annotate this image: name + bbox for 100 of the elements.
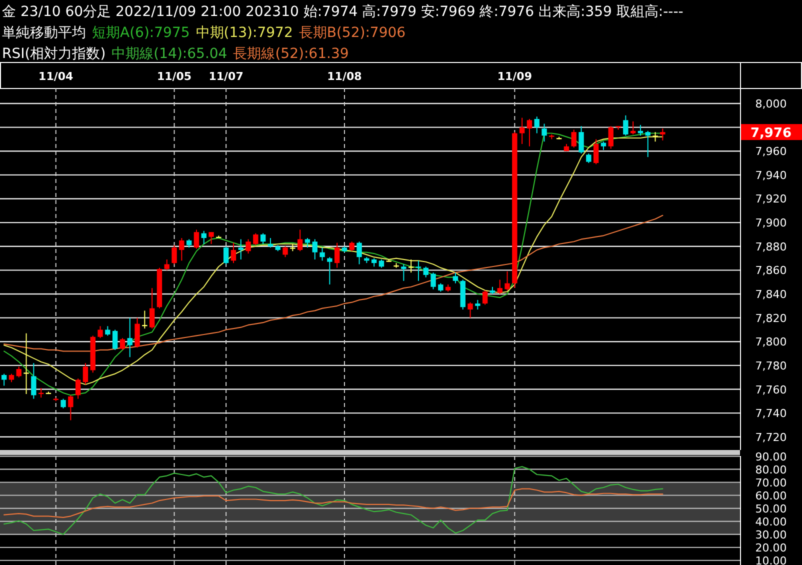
y-tick-label: 80.00 bbox=[755, 463, 787, 476]
text: 7,976 bbox=[750, 126, 792, 142]
y-tick-label: 7,920 bbox=[755, 192, 787, 206]
candlestick bbox=[230, 242, 236, 264]
candlestick bbox=[327, 256, 332, 285]
candlestick bbox=[24, 332, 29, 395]
candlestick bbox=[134, 317, 140, 348]
candlestick bbox=[482, 290, 488, 306]
x-tick-label: 11/05 bbox=[156, 70, 192, 83]
candlestick bbox=[1, 373, 7, 386]
y-tick-label: 7,840 bbox=[755, 288, 787, 302]
candlestick bbox=[201, 230, 206, 244]
candlestick bbox=[127, 317, 132, 358]
y-tick-label: 8,000 bbox=[755, 97, 787, 110]
candlestick bbox=[423, 266, 428, 278]
y-tick-label: 70.00 bbox=[755, 476, 787, 490]
candlestick bbox=[571, 129, 576, 148]
candlestick bbox=[82, 362, 88, 386]
y-tick-label: 7,820 bbox=[755, 312, 787, 325]
candlestick bbox=[593, 138, 599, 165]
y-tick-label: 7,740 bbox=[755, 407, 787, 420]
candlestick bbox=[75, 378, 81, 400]
candlestick bbox=[282, 246, 288, 258]
candlestick bbox=[356, 241, 362, 265]
candlestick bbox=[586, 152, 592, 164]
candlestick bbox=[60, 398, 66, 409]
candlestick bbox=[660, 128, 666, 141]
candlestick bbox=[304, 238, 310, 248]
y-tick-label: 30.00 bbox=[755, 528, 787, 542]
chart-title: 金 23/10 60分足 2022/11/09 21:00 202310 始:7974 高:7979 安:7969 終:7976 出来高:359 取組高:---- bbox=[2, 4, 684, 20]
y-tick-label: 7,800 bbox=[755, 336, 787, 349]
candlestick bbox=[430, 272, 436, 290]
candlestick bbox=[623, 114, 628, 136]
candlestick bbox=[519, 117, 525, 144]
candlestick bbox=[652, 132, 658, 142]
x-tick-label: 11/08 bbox=[327, 70, 362, 83]
y-tick-label: 90.00 bbox=[755, 450, 787, 464]
candlestick bbox=[408, 258, 414, 274]
candlestick bbox=[120, 338, 126, 350]
candlestick bbox=[112, 329, 118, 350]
legend-title: 単純移動平均 bbox=[2, 25, 86, 41]
y-tick-label: 7,780 bbox=[755, 359, 787, 372]
candlestick bbox=[246, 238, 251, 254]
y-tick-label: 7,940 bbox=[755, 168, 787, 182]
y-tick-label: 10.00 bbox=[755, 554, 787, 565]
candlestick bbox=[105, 326, 110, 336]
candlestick bbox=[98, 326, 103, 339]
text: 長期線(52):61.39 bbox=[233, 46, 349, 62]
candlestick bbox=[297, 229, 303, 252]
candlestick bbox=[149, 288, 155, 330]
candlestick bbox=[645, 130, 650, 158]
text: 中期(13):7972 bbox=[196, 25, 293, 41]
candlestick bbox=[401, 264, 406, 282]
y-tick-label: 7,760 bbox=[755, 383, 787, 396]
candlestick bbox=[416, 260, 422, 282]
text: 長期B(52):7906 bbox=[298, 25, 406, 41]
candlestick bbox=[194, 229, 200, 250]
x-tick-label: 11/09 bbox=[497, 70, 532, 83]
line-series bbox=[4, 466, 664, 535]
candlestick bbox=[578, 126, 584, 154]
text: 中期線(14):65.04 bbox=[112, 46, 228, 62]
y-tick-label: 60.00 bbox=[755, 489, 787, 502]
candlestick bbox=[542, 123, 547, 142]
candlestick bbox=[312, 238, 318, 260]
candlestick bbox=[475, 299, 480, 310]
candlestick bbox=[534, 116, 540, 134]
candlestick bbox=[16, 366, 22, 378]
y-tick-label: 50.00 bbox=[755, 502, 787, 516]
candlestick bbox=[638, 124, 644, 136]
x-tick-label: 11/07 bbox=[208, 70, 244, 83]
candlestick bbox=[497, 279, 502, 295]
candlestick bbox=[334, 242, 340, 268]
y-tick-label: 7,880 bbox=[755, 240, 787, 254]
y-tick-label: 20.00 bbox=[755, 541, 787, 554]
legend-title: RSI(相対力指数) bbox=[2, 46, 106, 62]
candlestick bbox=[253, 232, 258, 246]
candlestick bbox=[68, 394, 74, 421]
candlestick bbox=[172, 244, 177, 265]
text: 短期A(6):7975 bbox=[92, 25, 190, 41]
line-series bbox=[4, 488, 664, 518]
candlestick bbox=[630, 120, 636, 135]
candlestick bbox=[238, 238, 244, 260]
candlestick bbox=[608, 126, 614, 150]
candlestick bbox=[179, 238, 184, 262]
candlestick bbox=[468, 302, 473, 318]
candlestick bbox=[268, 238, 274, 248]
candlestick bbox=[452, 272, 458, 284]
candlestick bbox=[260, 232, 266, 244]
y-tick-label: 7,900 bbox=[755, 216, 787, 230]
candlestick bbox=[526, 118, 532, 147]
candlestick bbox=[320, 247, 325, 262]
candlestick bbox=[504, 270, 510, 291]
candlestick bbox=[164, 258, 170, 271]
candlestick bbox=[208, 232, 214, 244]
line-series bbox=[4, 214, 664, 352]
x-tick-label: 11/04 bbox=[38, 70, 74, 83]
y-tick-label: 7,960 bbox=[755, 145, 787, 158]
y-tick-label: 7,720 bbox=[755, 430, 787, 444]
candlestick bbox=[31, 362, 36, 400]
candlestick bbox=[349, 241, 354, 252]
